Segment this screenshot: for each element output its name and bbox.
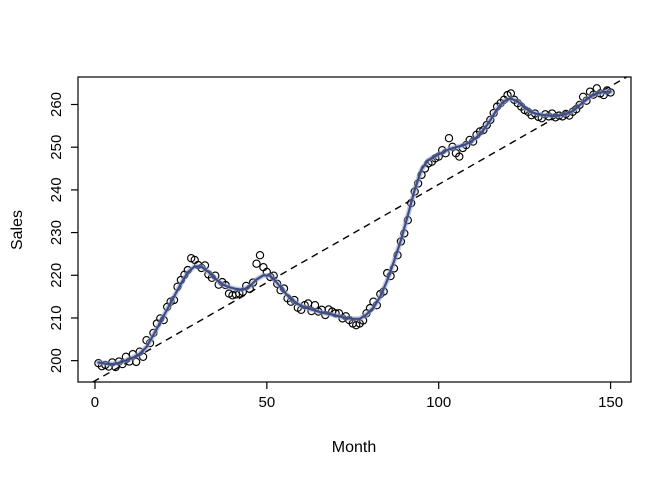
smooth-line-halo	[95, 89, 614, 367]
trend-dashed-line	[92, 77, 629, 382]
smooth-line	[97, 90, 612, 366]
y-axis-title: Sales	[9, 210, 26, 250]
y-tick-label: 210	[48, 305, 65, 330]
y-tick-label: 200	[48, 348, 65, 373]
x-axis: 0 50 100 150	[91, 382, 623, 411]
y-tick-label: 260	[48, 92, 65, 117]
y-tick-label: 240	[48, 177, 65, 202]
data-point-circle	[252, 259, 261, 268]
data-points	[94, 84, 615, 372]
y-axis: 200 210 220 230 240 250 260	[48, 92, 78, 373]
smooth-core-path	[97, 90, 612, 366]
x-axis-title: Month	[332, 439, 376, 456]
data-point-circle	[455, 152, 464, 161]
data-point-circle	[255, 251, 265, 260]
plot-border	[77, 76, 632, 383]
x-tick-label: 0	[91, 394, 99, 411]
x-tick-label: 150	[598, 394, 623, 411]
plot-border-rect	[77, 76, 632, 383]
data-point-circle	[444, 134, 454, 143]
y-tick-label: 250	[48, 135, 65, 160]
trend-line	[92, 77, 629, 382]
y-tick-label: 220	[48, 263, 65, 288]
x-tick-label: 100	[426, 394, 451, 411]
smooth-halo-path	[95, 89, 614, 367]
y-tick-label: 230	[48, 220, 65, 245]
x-tick-label: 50	[259, 394, 276, 411]
